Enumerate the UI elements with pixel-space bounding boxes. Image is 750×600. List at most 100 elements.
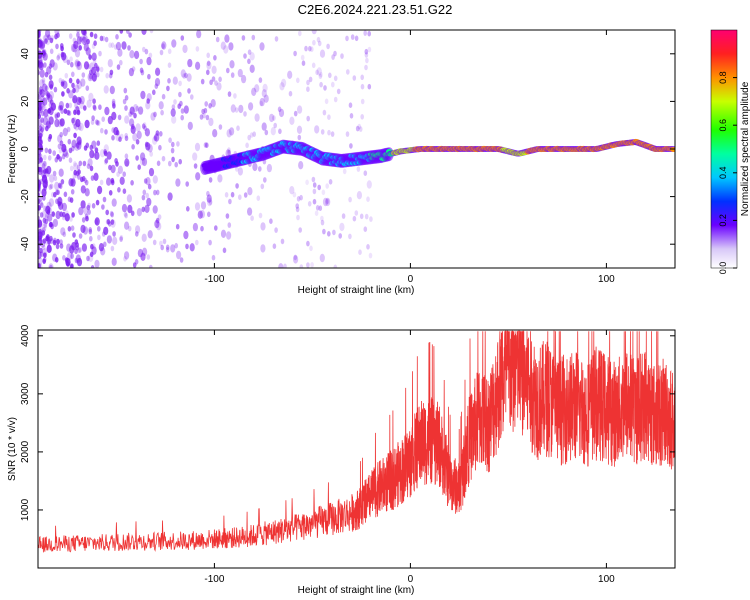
spectrogram-noise-mark <box>261 89 267 98</box>
spectrogram-noise-mark <box>51 211 55 217</box>
spectrogram-noise-mark <box>279 82 285 91</box>
spectrogram-noise-mark <box>134 50 140 60</box>
spectrogram-noise-mark <box>144 48 149 55</box>
spectrogram-noise-mark <box>41 125 45 131</box>
spectrogram-noise-mark <box>135 225 141 234</box>
spectrogram-noise-mark <box>110 245 115 252</box>
spectrogram-noise-mark <box>234 107 239 113</box>
spectrogram-noise-mark <box>292 191 297 198</box>
spectrogram-noise-mark <box>135 123 141 132</box>
spectrogram-noise-mark <box>95 71 100 78</box>
spectrogram-noise-mark <box>49 183 54 190</box>
spectrogram-noise-mark <box>88 253 94 262</box>
spectrogram-x-axis-label: Height of straight line (km) <box>298 285 415 296</box>
spectrogram-noise-mark <box>158 144 162 151</box>
spectrogram-noise-mark <box>86 99 92 108</box>
spectrogram-noise-mark <box>352 215 357 222</box>
spectrogram-noise-mark <box>263 94 269 103</box>
spectrogram-noise-mark <box>38 153 41 160</box>
spectrogram-noise-mark <box>364 52 369 58</box>
spectrogram-noise-mark <box>92 98 96 104</box>
spectrogram-noise-mark <box>73 132 77 139</box>
spectrogram-noise-mark <box>318 73 323 80</box>
spectrogram-noise-mark <box>320 215 324 222</box>
spectrogram-noise-mark <box>147 73 151 80</box>
spectrogram-noise-mark <box>363 170 368 176</box>
spectrogram-noise-mark <box>108 72 113 79</box>
spectrogram-noise-mark <box>67 110 72 116</box>
spectrogram-noise-mark <box>148 167 155 177</box>
spectrogram-noise-mark <box>211 254 216 261</box>
spectrogram-noise-mark <box>53 86 58 93</box>
spectrogram-noise-mark <box>249 64 255 74</box>
spectrogram-noise-mark <box>71 177 76 183</box>
spectrogram-noise-mark <box>138 106 144 115</box>
spectrogram-noise-mark <box>274 36 279 42</box>
spectrogram-noise-mark <box>89 144 94 151</box>
spectrogram-noise-mark <box>55 43 59 50</box>
spectrogram-noise-mark <box>119 133 124 140</box>
spectrogram-noise-mark <box>45 212 49 219</box>
spectrogram-noise-mark <box>66 88 70 94</box>
spectrogram-noise-mark <box>310 262 314 268</box>
spectrogram-noise-mark <box>76 78 80 85</box>
spectrogram-noise-mark <box>146 56 152 66</box>
spectrogram-noise-mark <box>208 103 212 109</box>
spectrogram-noise-mark <box>281 78 287 88</box>
spectrogram-noise-mark <box>85 215 89 222</box>
spectrogram-noise-mark <box>119 176 125 185</box>
spectrogram-noise-mark <box>278 263 284 268</box>
spectrogram-noise-mark <box>229 127 235 136</box>
spectrogram-noise-mark <box>124 95 129 101</box>
spectrogram-noise-mark <box>78 160 83 167</box>
spectrogram-noise-mark <box>73 40 79 50</box>
spectrogram-noise-mark <box>148 52 153 59</box>
spectrogram-noise-mark <box>154 77 161 87</box>
spectrogram-noise-mark <box>201 108 205 115</box>
spectrogram-ridge-mark <box>670 147 675 152</box>
spectrogram-noise-mark <box>367 30 372 37</box>
spectrogram-noise-mark <box>80 200 86 209</box>
spectrogram-noise-mark <box>74 59 80 68</box>
spectrogram-noise-mark <box>110 42 115 48</box>
spectrogram-noise-mark <box>55 210 61 220</box>
colorbar-tick-label: 0.2 <box>718 214 728 227</box>
spectrogram-noise-mark <box>76 141 82 150</box>
spectrogram-noise-mark <box>235 183 239 189</box>
spectrogram-noise-mark <box>309 245 313 252</box>
spectrogram-noise-mark <box>199 114 204 120</box>
spectrogram-noise-mark <box>41 170 47 179</box>
spectrogram-noise-mark <box>312 198 317 205</box>
spectrogram-noise-mark <box>42 258 46 264</box>
spectrogram-noise-mark <box>318 205 323 211</box>
spectrogram-noise-mark <box>195 61 201 70</box>
snr-y-tick-label: 1000 <box>20 498 31 521</box>
spectrogram-noise-mark <box>62 127 68 137</box>
spectrogram-noise-mark <box>91 43 96 49</box>
spectrogram-noise-mark <box>312 188 317 195</box>
spectrogram-noise-mark <box>319 71 323 78</box>
spectrogram-noise-mark <box>52 170 57 177</box>
spectrogram-noise-mark <box>46 94 50 100</box>
spectrogram-noise-mark <box>154 83 159 89</box>
spectrogram-noise-mark <box>187 121 193 131</box>
snr-x-axis-label: Height of straight line (km) <box>298 585 415 596</box>
spectrogram-noise-mark <box>342 168 347 175</box>
spectrogram-noise-mark <box>49 59 55 68</box>
spectrogram-noise-mark <box>235 166 239 172</box>
spectrogram-noise-mark <box>67 196 72 203</box>
spectrogram-noise-mark <box>364 213 369 220</box>
spectrogram-noise-mark <box>270 127 276 136</box>
spectrogram-noise-mark <box>94 62 98 69</box>
spectrogram-noise-mark <box>226 231 232 240</box>
spectrogram-noise-mark <box>38 50 43 59</box>
spectrogram-noise-mark <box>43 154 47 161</box>
spectrogram-noise-mark <box>113 44 118 50</box>
spectrogram-noise-mark <box>44 147 49 154</box>
spectrogram-noise-mark <box>76 31 80 38</box>
spectrogram-noise-mark <box>63 108 68 114</box>
spectrogram-noise-mark <box>45 205 51 214</box>
spectrogram-noise-mark <box>105 219 110 225</box>
spectrogram-noise-mark <box>86 255 90 262</box>
spectrogram-noise-mark <box>54 257 59 263</box>
